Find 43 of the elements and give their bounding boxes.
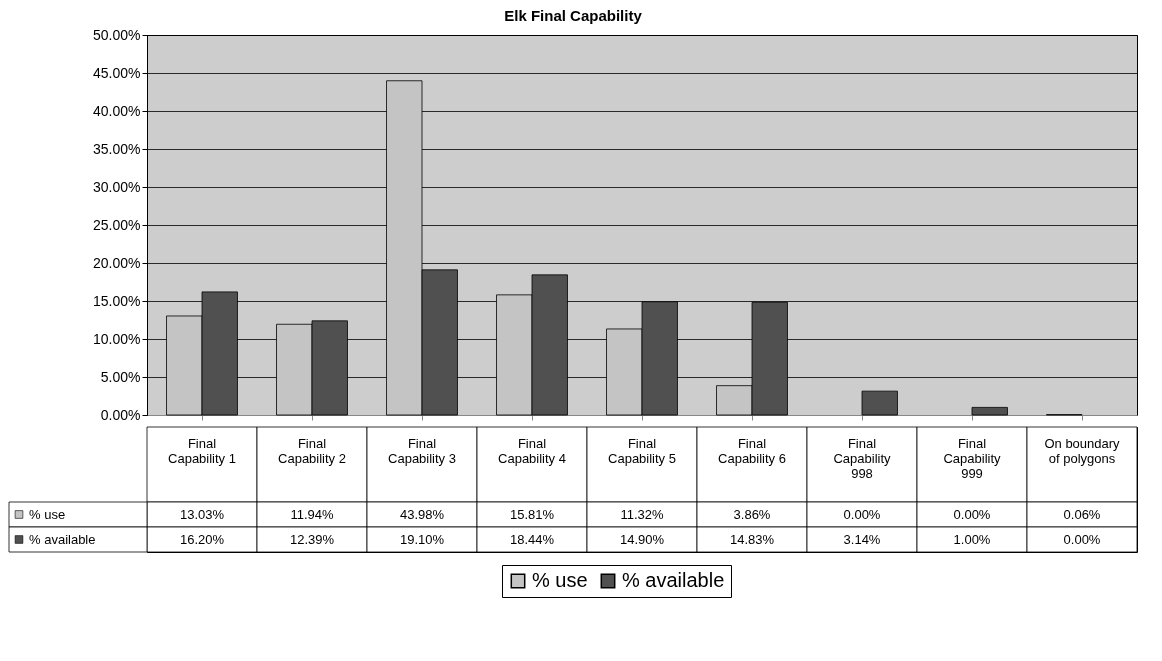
y-tick-label: 30.00% <box>93 178 141 195</box>
text: % use <box>532 569 588 591</box>
x-tick-label: Final Capability 2 <box>278 436 346 467</box>
y-tick-label: 45.00% <box>93 64 141 81</box>
y-tick-label: 40.00% <box>93 102 141 119</box>
data-label: 14.90% <box>619 531 665 547</box>
x-tick-label: Final Capability 4 <box>498 436 566 467</box>
y-tick-label: 25.00% <box>93 216 141 233</box>
data-label: 3.14% <box>843 531 881 547</box>
x-tick-label: Final Capability 1 <box>168 436 236 467</box>
legend-label: % available <box>622 569 725 591</box>
data-label: 18.44% <box>509 531 555 547</box>
y-tick-label: 5.00% <box>100 368 141 385</box>
y-tick-label: 0.00% <box>100 406 141 423</box>
data-label: 11.94% <box>290 506 334 522</box>
x-tick-label: Final Capability 999 <box>943 436 1002 482</box>
data-label: 12.39% <box>289 531 335 547</box>
chart-title: Elk Final Capability <box>504 6 643 24</box>
y-tick-label: 15.00% <box>93 292 141 309</box>
data-label: 1.00% <box>953 531 991 547</box>
data-label: 16.20% <box>179 531 225 547</box>
x-tick-label: Final Capability 6 <box>718 436 786 467</box>
y-tick-label: 20.00% <box>93 254 141 271</box>
data-label: 0.00% <box>953 506 991 522</box>
data-label: 3.86% <box>733 506 771 522</box>
x-tick-label: Final Capability 3 <box>388 436 456 467</box>
data-label: 15.81% <box>509 506 555 522</box>
text: % available <box>29 531 96 547</box>
data-label: 14.83% <box>729 531 775 547</box>
data-label: 19.10% <box>399 531 445 547</box>
data-label: 0.00% <box>843 506 881 522</box>
y-tick-label: 10.00% <box>93 330 141 347</box>
data-label: 13.03% <box>179 506 225 522</box>
x-tick-label: On boundary of polygons <box>1044 436 1121 467</box>
data-label: 11.32% <box>620 506 664 522</box>
x-tick-label: Final Capability 998 <box>833 436 892 482</box>
x-tick-label: Final Capability 5 <box>608 436 676 467</box>
data-label: 0.06% <box>1063 506 1101 522</box>
legend-label: % use <box>29 506 66 522</box>
data-label: 43.98% <box>399 506 445 522</box>
y-tick-label: 35.00% <box>93 140 141 157</box>
y-tick-label: 50.00% <box>93 26 141 43</box>
data-label: 0.00% <box>1063 531 1101 547</box>
